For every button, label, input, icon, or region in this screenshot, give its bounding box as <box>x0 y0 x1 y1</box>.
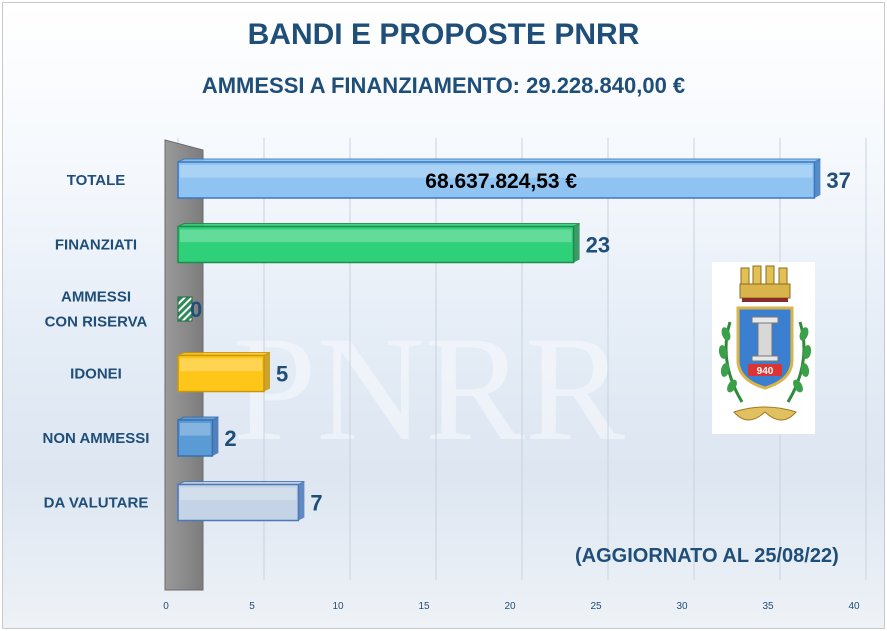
bar-face <box>177 483 300 522</box>
value-label: 5 <box>276 362 288 387</box>
bar-da-valutare <box>177 481 305 522</box>
value-label: 7 <box>310 491 322 516</box>
x-tick-label: 25 <box>590 601 602 612</box>
bar-gloss <box>180 423 211 436</box>
x-tick-label: 10 <box>332 601 344 612</box>
category-label: NON AMMESSI <box>43 430 150 447</box>
bar-side <box>573 223 580 263</box>
x-tick-label: 20 <box>504 601 516 612</box>
x-tick-label: 5 <box>249 601 255 612</box>
bar-idonei <box>177 352 271 393</box>
category-labels: TOTALE FINANZIATI AMMESSI CON RISERVA IDONEI… <box>43 172 150 512</box>
chart-subtitle: AMMESSI A FINANZIAMENTO: 29.228.840,00 € <box>201 73 686 98</box>
emblem-motto: 940 <box>757 366 774 377</box>
value-label: 2 <box>224 426 236 451</box>
background-watermark: PNRR <box>233 306 625 472</box>
x-tick-label: 35 <box>762 601 774 612</box>
coat-of-arms-emblem: 940 <box>712 262 815 434</box>
bar-gloss <box>180 165 813 178</box>
bar-gloss <box>180 487 297 501</box>
value-labels: 37 68.637.824,53 € 23 0 5 2 7 <box>190 168 851 516</box>
category-label: TOTALE <box>67 172 126 189</box>
bar-face <box>177 296 193 322</box>
bars <box>177 158 821 522</box>
bar-inner-label: 68.637.824,53 € <box>425 170 577 193</box>
bar-side <box>814 159 821 198</box>
bar-gloss <box>180 229 572 243</box>
category-label: AMMESSI <box>61 289 131 306</box>
bar-side <box>298 481 305 521</box>
bar-gloss <box>180 358 262 372</box>
bar-ammessi-con-riserva <box>177 296 193 322</box>
bar-side <box>212 417 219 456</box>
bar-face <box>177 161 816 199</box>
update-note: (AGGIORNATO AL 25/08/22) <box>575 545 839 567</box>
chart-title: BANDI E PROPOSTE PNRR <box>247 18 640 51</box>
x-tick-label: 40 <box>848 601 860 612</box>
bar-side <box>264 352 270 392</box>
value-label: 37 <box>826 168 850 193</box>
x-tick-labels: 0 5 10 15 20 25 30 35 40 <box>163 601 860 612</box>
bar-finanziati <box>177 223 580 264</box>
category-label: CON RISERVA <box>45 314 148 331</box>
value-label: 0 <box>190 297 202 322</box>
category-label: IDONEI <box>70 366 122 383</box>
category-label: DA VALUTARE <box>44 495 149 512</box>
x-tick-label: 0 <box>163 601 169 612</box>
bar-face <box>177 419 214 457</box>
bar-face <box>177 225 575 264</box>
x-tick-label: 15 <box>418 601 430 612</box>
bar-face <box>177 354 265 393</box>
bar-non-ammessi <box>177 416 219 457</box>
category-label: FINANZIATI <box>55 237 137 254</box>
bar-totale <box>177 158 821 199</box>
crown-icon <box>739 265 791 302</box>
value-label: 23 <box>586 233 610 258</box>
x-tick-label: 30 <box>676 601 688 612</box>
